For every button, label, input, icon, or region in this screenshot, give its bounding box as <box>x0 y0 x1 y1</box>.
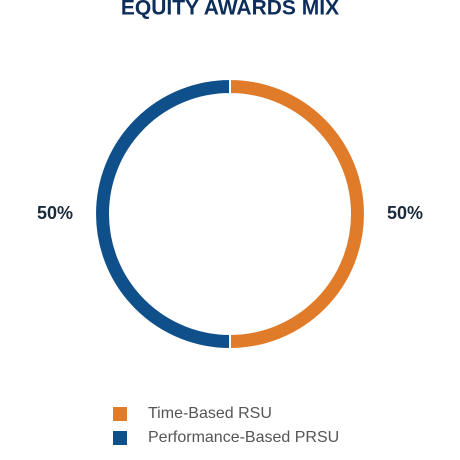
data-label: 50% <box>37 203 73 223</box>
legend-label: Time-Based RSU <box>148 405 272 422</box>
chart-title: EQUITY AWARDS MIX <box>121 0 339 20</box>
legend-swatch <box>113 407 127 421</box>
pie-slice <box>94 77 231 351</box>
legend-swatch <box>113 431 127 445</box>
data-label: 50% <box>387 203 423 223</box>
pie-slice <box>229 77 366 351</box>
legend-label: Performance-Based PRSU <box>148 429 339 446</box>
